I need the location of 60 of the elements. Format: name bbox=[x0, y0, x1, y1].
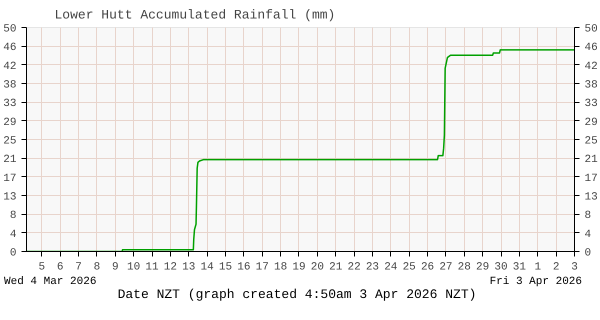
x-tick-label: 13 bbox=[182, 262, 196, 274]
x-tick-label: 23 bbox=[366, 262, 380, 274]
y2-tick-label: 50 bbox=[584, 24, 598, 36]
x-tick-label: 9 bbox=[112, 262, 119, 274]
x-tick-label: 17 bbox=[256, 262, 269, 274]
x-tick-label: 15 bbox=[218, 262, 232, 274]
y2-tick-label: 13 bbox=[584, 192, 598, 204]
x-tick-label: 18 bbox=[274, 262, 288, 274]
y2-tick-label: 0 bbox=[584, 248, 592, 260]
y-tick-label: 25 bbox=[3, 136, 16, 148]
x-tick-label: 27 bbox=[439, 262, 453, 274]
x-axis-title: Date NZT (graph created 4:50am 3 Apr 2026 NZT) bbox=[118, 287, 476, 302]
y2-tick-label: 4 bbox=[584, 228, 592, 241]
x-tick-label: 2 bbox=[552, 262, 560, 274]
x-tick-label: 28 bbox=[458, 262, 471, 274]
x-tick-label: 26 bbox=[420, 262, 434, 274]
y-tick-label: 0 bbox=[10, 248, 17, 260]
y2-tick-label: 8 bbox=[584, 210, 592, 222]
x-tick-label: 8 bbox=[94, 262, 100, 274]
y2-tick-label: 25 bbox=[584, 136, 598, 148]
x-tick-label: 3 bbox=[571, 262, 578, 274]
y-tick-label: 33 bbox=[3, 98, 16, 110]
x-tick-label: 11 bbox=[145, 262, 160, 274]
x-tick-label: 5 bbox=[38, 262, 46, 274]
y2-tick-label: 46 bbox=[584, 42, 598, 54]
x-tick-label: 21 bbox=[329, 262, 343, 274]
y-tick-label: 4 bbox=[10, 228, 17, 241]
x-tick-label: 14 bbox=[200, 262, 214, 274]
x-tick-label: 31 bbox=[512, 262, 526, 274]
y-tick-label: 21 bbox=[3, 154, 17, 166]
y-tick-label: 38 bbox=[3, 80, 16, 92]
y-tick-label: 8 bbox=[10, 210, 17, 222]
y-tick-label: 13 bbox=[3, 192, 16, 204]
x-tick-label: 22 bbox=[347, 262, 361, 274]
x-tick-label: 12 bbox=[164, 262, 177, 274]
x-tick-label: 7 bbox=[75, 262, 82, 274]
y2-tick-label: 38 bbox=[584, 80, 598, 92]
x-tick-label: 1 bbox=[534, 262, 542, 274]
y2-tick-label: 17 bbox=[584, 172, 598, 185]
x-tick-label: 10 bbox=[127, 262, 140, 274]
y-tick-label: 17 bbox=[3, 172, 16, 185]
y2-tick-label: 42 bbox=[584, 60, 598, 73]
x-tick-label: 16 bbox=[237, 262, 250, 274]
x-tick-label: 19 bbox=[292, 262, 306, 274]
chart-title: Lower Hutt Accumulated Rainfall (mm) bbox=[54, 8, 336, 22]
x-tick-label: 20 bbox=[310, 262, 324, 274]
x-tick-label: 24 bbox=[384, 262, 398, 274]
y2-tick-label: 29 bbox=[584, 116, 598, 129]
x-tick-label: 29 bbox=[476, 262, 490, 274]
y2-tick-label: 33 bbox=[584, 98, 598, 110]
x-tick-label: 25 bbox=[402, 262, 416, 274]
text: Fri 3 Apr 2026 bbox=[490, 275, 582, 290]
y-tick-label: 29 bbox=[3, 116, 16, 129]
y2-tick-label: 21 bbox=[584, 154, 598, 166]
x-tick-label: 30 bbox=[494, 262, 508, 274]
y-tick-label: 42 bbox=[3, 60, 16, 73]
y-tick-label: 50 bbox=[3, 24, 16, 36]
text: Wed 4 Mar 2026 bbox=[4, 275, 96, 290]
x-tick-label: 6 bbox=[56, 262, 64, 274]
y-tick-label: 46 bbox=[3, 42, 16, 54]
